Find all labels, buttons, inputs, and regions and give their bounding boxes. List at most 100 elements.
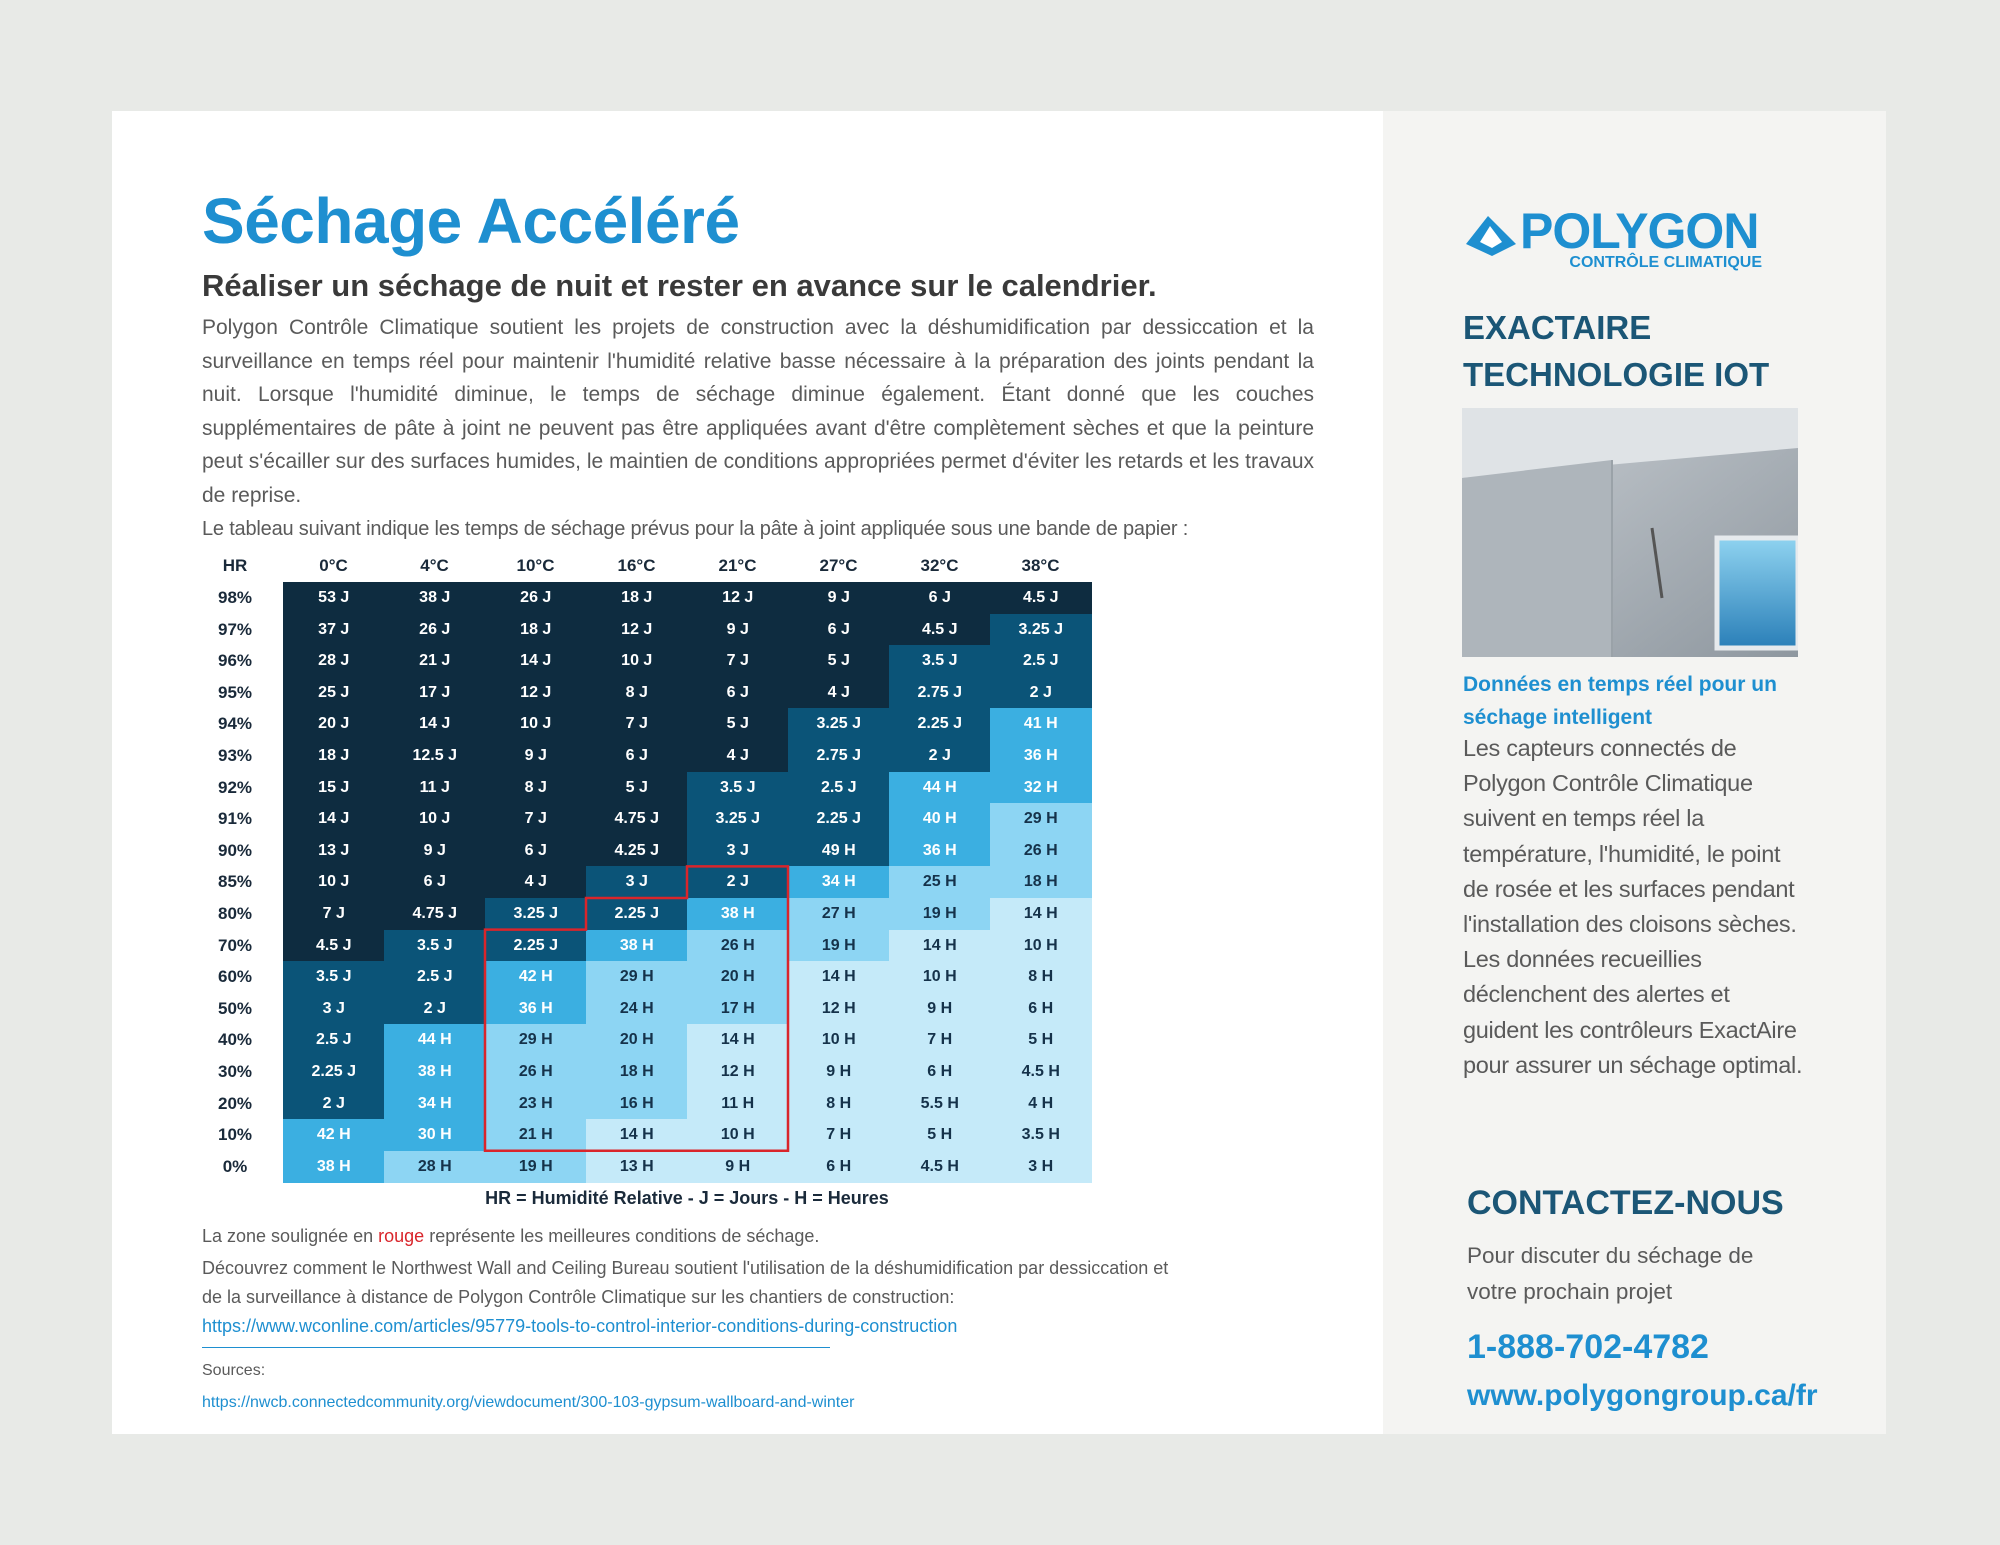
- table-cell: 12 J: [485, 676, 587, 709]
- table-cell: 26 J: [384, 613, 486, 646]
- table-cell: 17 J: [384, 676, 486, 709]
- table-cell: 44 H: [889, 771, 991, 804]
- table-cell: 27 H: [788, 898, 890, 931]
- table-cell: 20 J: [283, 708, 385, 741]
- table-cell: 7 J: [687, 645, 789, 678]
- table-cell: 20 H: [687, 961, 789, 994]
- table-cell: 21 H: [485, 1119, 587, 1152]
- table-cell: 6 J: [485, 834, 587, 867]
- table-cell: 12.5 J: [384, 740, 486, 773]
- column-header: 38°C: [1021, 556, 1060, 575]
- table-cell: 10 H: [889, 961, 991, 994]
- table-cell: 11 J: [384, 771, 486, 804]
- table-cell: 9 H: [687, 1150, 789, 1183]
- table-cell: 3 J: [283, 992, 385, 1025]
- table-cell: 17 H: [687, 992, 789, 1025]
- row-header: 92%: [217, 777, 253, 797]
- table-cell: 10 H: [687, 1119, 789, 1152]
- divider: [202, 1347, 830, 1348]
- intro-paragraph: Polygon Contrôle Climatique soutient les…: [202, 316, 1314, 507]
- table-cell: 2.5 J: [990, 645, 1092, 678]
- table-cell: 41 H: [990, 708, 1092, 741]
- phone[interactable]: 1-888-702-4782: [1467, 1328, 1709, 1366]
- table-cell: 12 H: [788, 992, 890, 1025]
- side-heading: EXACTAIRE: [1463, 309, 1652, 346]
- table-cell: 14 J: [485, 645, 587, 678]
- table-cell: 8 H: [990, 961, 1092, 994]
- table-cell: 21 J: [384, 645, 486, 678]
- column-header: 27°C: [819, 556, 858, 575]
- table-cell: 30 H: [384, 1119, 486, 1152]
- text: La zone soulignée en: [202, 1226, 379, 1246]
- table-cell: 10 J: [283, 866, 385, 899]
- table-cell: 4.5 J: [283, 929, 385, 962]
- table-cell: 13 H: [586, 1150, 688, 1183]
- table-cell: 5 H: [889, 1119, 991, 1152]
- table-cell: 19 H: [889, 898, 991, 931]
- logo-tagline: CONTRÔLE CLIMATIQUE: [1569, 254, 1762, 271]
- table-cell: 3.5 J: [687, 771, 789, 804]
- row-header: 50%: [217, 998, 253, 1018]
- table-cell: 7 J: [586, 708, 688, 741]
- table-cell: 18 J: [485, 613, 587, 646]
- table-cell: 18 J: [586, 582, 688, 615]
- table-cell: 18 H: [586, 1056, 688, 1089]
- table-cell: 7 J: [283, 898, 385, 931]
- logo-name: POLYGON: [1520, 203, 1759, 259]
- table-cell: 3 J: [586, 866, 688, 899]
- table-cell: 36 H: [889, 834, 991, 867]
- article-link[interactable]: https://www.wconline.com/articles/95779-…: [202, 1316, 958, 1336]
- column-header: 16°C: [617, 556, 656, 575]
- table-cell: 10 J: [384, 803, 486, 836]
- text: représente les meilleures conditions de …: [424, 1226, 820, 1246]
- table-cell: 3.5 H: [990, 1119, 1092, 1152]
- table-cell: 10 H: [788, 1024, 890, 1057]
- table-cell: 14 J: [384, 708, 486, 741]
- table-cell: 2.25 J: [788, 803, 890, 836]
- table-cell: 14 H: [889, 929, 991, 962]
- table-cell: 12 J: [586, 613, 688, 646]
- source-link[interactable]: https://nwcb.connectedcommunity.org/view…: [202, 1394, 855, 1411]
- table-cell: 6 J: [586, 740, 688, 773]
- table-cell: 14 H: [990, 898, 1092, 931]
- title: Séchage Accéléré: [202, 185, 740, 257]
- table-cell: 8 J: [485, 771, 587, 804]
- table-cell: 23 H: [485, 1087, 587, 1120]
- column-header: 10°C: [516, 556, 555, 575]
- feature-text: Les capteurs connectés de Polygon Contrô…: [1463, 735, 1803, 1078]
- table-cell: 26 H: [687, 929, 789, 962]
- table-cell: 9 J: [788, 582, 890, 615]
- table-cell: 6 J: [889, 582, 991, 615]
- table-cell: 15 J: [283, 771, 385, 804]
- subtitle: Réaliser un séchage de nuit et rester en…: [202, 268, 1157, 303]
- website[interactable]: www.polygongroup.ca/fr: [1467, 1379, 1818, 1412]
- table-cell: 36 H: [485, 992, 587, 1025]
- table-cell: 10 J: [485, 708, 587, 741]
- table-cell: 3.25 J: [485, 898, 587, 931]
- table-cell: 4 H: [990, 1087, 1092, 1120]
- table-cell: 8 H: [788, 1087, 890, 1120]
- sidebar: [1383, 111, 1886, 1434]
- table-cell: 6 H: [889, 1056, 991, 1089]
- table-cell: 6 J: [687, 676, 789, 709]
- table-cell: 38 H: [384, 1056, 486, 1089]
- table-cell: 36 H: [990, 740, 1092, 773]
- row-header: 80%: [217, 904, 253, 923]
- table-cell: 19 H: [788, 929, 890, 962]
- table-cell: 14 H: [586, 1119, 688, 1152]
- table-cell: 44 H: [384, 1024, 486, 1057]
- table-cell: 25 H: [889, 866, 991, 899]
- table-cell: 3.5 J: [384, 929, 486, 962]
- table-cell: 4.5 H: [889, 1150, 991, 1183]
- table-cell: 18 J: [283, 740, 385, 773]
- table-cell: 6 H: [990, 992, 1092, 1025]
- table-cell: 26 H: [990, 834, 1092, 867]
- table-cell: 9 J: [485, 740, 587, 773]
- table-intro: Le tableau suivant indique les temps de …: [202, 518, 1189, 540]
- row-header: 40%: [217, 1030, 253, 1050]
- table-cell: 7 H: [889, 1024, 991, 1057]
- table-cell: 2 J: [889, 740, 991, 773]
- table-cell: 53 J: [283, 582, 385, 615]
- table-cell: 5 J: [586, 771, 688, 804]
